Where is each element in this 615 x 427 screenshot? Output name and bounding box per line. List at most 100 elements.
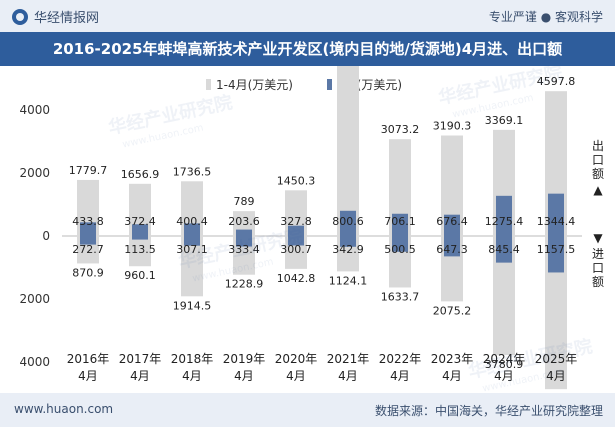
x-tick-label: 2018年 [171, 352, 214, 366]
bar-cumulative-import [181, 236, 203, 297]
side-label-export-char: 口 [592, 153, 604, 167]
site-name: 华经情报网 [34, 11, 100, 26]
data-label-april-import: 1157.5 [537, 243, 576, 256]
bar-april-export [184, 223, 200, 236]
y-tick-label: 4000 [19, 103, 50, 117]
data-label-april-export: 676.4 [436, 215, 468, 228]
logo-icon [12, 8, 28, 25]
y-tick-label: 2000 [19, 292, 50, 306]
data-label-april-export: 327.8 [280, 215, 312, 228]
bar-april-export [444, 214, 460, 236]
bar-april-import [340, 236, 356, 247]
data-label-cumulative-export: 3073.2 [381, 123, 420, 136]
data-label-cumulative-import: 870.9 [72, 266, 104, 279]
x-tick-label: 2023年 [431, 352, 474, 366]
data-label-april-import: 500.5 [384, 243, 416, 256]
bar-april-import [496, 236, 512, 263]
data-label-april-export: 1344.4 [537, 215, 576, 228]
bar-april-export [288, 225, 304, 236]
x-tick-label: 2021年 [327, 352, 370, 366]
y-tick-label: 4000 [19, 355, 50, 369]
data-label-april-import: 333.4 [228, 243, 260, 256]
x-tick-label-month: 4月 [78, 369, 98, 383]
bar-cumulative-import [129, 236, 151, 267]
data-label-cumulative-import: 3780.9 [485, 358, 524, 371]
legend-label-cumulative: 1-4月(万美元) [216, 78, 293, 92]
chart-title: 2016-2025年蚌埠高新技术产业开发区(境内目的地/货源地)4月进、出口额 [0, 32, 615, 66]
bar-april-import [236, 236, 252, 247]
x-tick-label: 2025年 [535, 352, 578, 366]
side-label-import-char: 进 [592, 247, 604, 261]
bar-cumulative-import [493, 236, 515, 356]
data-label-april-import: 307.1 [176, 243, 208, 256]
bar-april-import [548, 236, 564, 273]
x-tick-label: 2019年 [223, 352, 266, 366]
tagline: 专业严谨 ● 客观科学 [488, 10, 603, 24]
data-label-cumulative-export: 4597.8 [537, 75, 576, 88]
bar-april-export [392, 213, 408, 236]
x-tick-label: 2022年 [379, 352, 422, 366]
bar-cumulative-export [77, 179, 99, 236]
data-label-cumulative-import: 1633.7 [381, 290, 420, 303]
bar-april-export [236, 229, 252, 236]
data-label-april-export: 433.8 [72, 215, 104, 228]
x-tick-label-month: 4月 [390, 369, 410, 383]
data-label-april-import: 342.9 [332, 243, 364, 256]
bar-april-import [80, 236, 96, 245]
data-label-april-import: 300.7 [280, 243, 312, 256]
down-arrow-icon: ▼ [593, 231, 603, 245]
bar-april-export [132, 224, 148, 236]
side-label-import-char: 额 [592, 275, 604, 289]
x-tick-label-month: 4月 [286, 369, 306, 383]
footer: www.huaon.com 数据来源：中国海关，华经产业研究院整理 [0, 393, 615, 427]
footer-url[interactable]: www.huaon.com [14, 402, 114, 416]
bar-april-import [392, 236, 408, 252]
data-label-april-import: 647.3 [436, 243, 468, 256]
top-bar: 华经情报网 专业严谨 ● 客观科学 [0, 0, 615, 32]
bar-cumulative-export [441, 135, 463, 236]
up-arrow-icon: ▲ [593, 183, 603, 197]
data-label-cumulative-import: 2075.2 [433, 304, 472, 317]
bar-april-import [288, 236, 304, 246]
x-tick-label-month: 4月 [234, 369, 254, 383]
bar-april-export [340, 210, 356, 236]
data-label-cumulative-export: 789 [234, 195, 255, 208]
bar-april-import [444, 236, 460, 257]
x-tick-label: 2020年 [275, 352, 318, 366]
data-label-cumulative-import: 1914.5 [173, 299, 212, 312]
bar-april-export [548, 193, 564, 236]
data-label-cumulative-import: 1124.1 [329, 274, 368, 287]
data-label-april-export: 203.6 [228, 215, 260, 228]
bar-april-import [184, 236, 200, 246]
bar-cumulative-export [389, 139, 411, 236]
data-label-cumulative-export: 3190.3 [433, 120, 472, 133]
y-tick-label: 2000 [19, 166, 50, 180]
bar-cumulative-export [129, 183, 151, 236]
data-label-april-export: 706.1 [384, 215, 416, 228]
data-label-cumulative-export: 1450.3 [277, 174, 316, 187]
bar-april-export [80, 222, 96, 236]
chart: 1-4月(万美元)4月(万美元)800060004000200002000400… [19, 66, 604, 393]
data-label-april-import: 845.4 [488, 243, 520, 256]
x-tick-label-month: 4月 [130, 369, 150, 383]
brand[interactable]: 华经情报网 [12, 7, 99, 26]
bar-april-import [132, 236, 148, 240]
data-label-april-export: 1275.4 [485, 215, 524, 228]
data-label-cumulative-export: 1779.7 [69, 164, 108, 177]
data-label-cumulative-import: 960.1 [124, 269, 156, 282]
x-tick-label: 2016年 [67, 352, 110, 366]
data-label-cumulative-import: 4862.3 [537, 392, 576, 393]
x-tick-label: 2017年 [119, 352, 162, 366]
side-label-export-char: 额 [592, 167, 604, 181]
y-tick-label: 0 [42, 229, 50, 243]
legend-swatch-cumulative [206, 79, 211, 90]
x-tick-label-month: 4月 [338, 369, 358, 383]
side-label-import-char: 口 [592, 261, 604, 275]
x-tick-label-month: 4月 [442, 369, 462, 383]
x-tick-label-month: 4月 [182, 369, 202, 383]
bar-cumulative-import [545, 236, 567, 390]
data-label-april-export: 400.4 [176, 215, 208, 228]
bar-april-export [496, 195, 512, 236]
footer-source: 数据来源：中国海关，华经产业研究院整理 [374, 404, 603, 418]
data-label-cumulative-import: 1042.8 [277, 272, 316, 285]
